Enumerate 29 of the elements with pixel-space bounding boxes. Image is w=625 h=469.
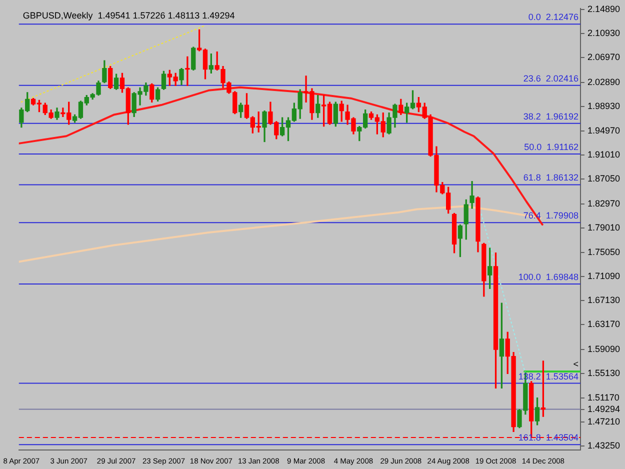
ref-line-label: 50.0 1.91162: [524, 142, 578, 152]
ref-line-label: 38.2 1.96192: [523, 111, 578, 122]
y-tick-label: 1.49294: [587, 404, 620, 414]
y-tick-label: 1.75050: [587, 246, 620, 257]
y-tick-label: 1.94970: [587, 125, 620, 136]
y-tick-label: 1.98930: [587, 101, 620, 112]
y-tick-label: 1.43250: [587, 440, 620, 451]
y-tick-label: 1.87050: [587, 174, 620, 184]
ref-line-label: 100.0 1.69848: [518, 272, 578, 282]
y-tick-label: 1.71090: [587, 270, 620, 281]
annotation: <: [573, 358, 578, 369]
y-tick-label: 1.51170: [587, 392, 620, 402]
y-tick-label: 1.67130: [587, 295, 620, 306]
y-tick-label: 1.91010: [587, 149, 620, 160]
y-tick-label: 1.59090: [587, 344, 620, 354]
candlestick: [185, 56, 190, 86]
y-tick-label: 1.55130: [587, 368, 620, 378]
ref-line-label: 0.0 2.12476: [528, 12, 578, 22]
y-tick-label: 2.14890: [587, 4, 620, 14]
y-tick-label: 2.02890: [587, 77, 620, 88]
ref-line-label: 23.6 2.02416: [523, 73, 578, 84]
chart-title: GBPUSD,Weekly 1.49541 1.57226 1.48113 1.49294: [22, 10, 235, 20]
y-tick-label: 2.10930: [587, 28, 620, 38]
ref-line-label: 61.8 1.86132: [523, 172, 578, 183]
y-tick-label: 1.79010: [587, 222, 620, 233]
y-tick-label: 1.82970: [587, 198, 620, 208]
y-tick-label: 1.47210: [587, 416, 620, 426]
y-tick-label: 1.63170: [587, 319, 620, 330]
y-tick-label: 2.06970: [587, 52, 620, 62]
